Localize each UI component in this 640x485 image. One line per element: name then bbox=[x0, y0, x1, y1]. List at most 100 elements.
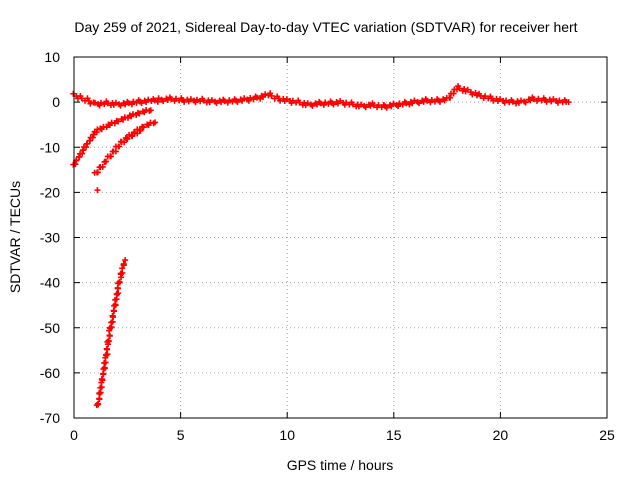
data-points bbox=[70, 83, 572, 409]
data-point bbox=[437, 98, 444, 105]
x-tick-labels: 0 5 10 15 20 25 bbox=[70, 427, 615, 443]
data-point bbox=[309, 102, 316, 109]
data-point bbox=[91, 99, 98, 106]
data-point bbox=[390, 100, 397, 107]
data-point bbox=[138, 100, 145, 107]
y-axis-label: SDTVAR / TECUs bbox=[7, 181, 23, 293]
y-tick-label: -50 bbox=[40, 320, 60, 336]
data-point bbox=[268, 92, 275, 99]
data-point bbox=[396, 100, 403, 107]
data-point bbox=[497, 96, 504, 103]
data-point bbox=[98, 99, 105, 106]
data-point bbox=[147, 107, 154, 114]
data-point bbox=[503, 97, 510, 104]
series-3 bbox=[94, 187, 101, 194]
data-point bbox=[226, 97, 233, 104]
x-tick-label: 15 bbox=[386, 427, 402, 443]
data-point bbox=[464, 86, 471, 93]
y-tick-labels: -70 -60 -50 -40 -30 -20 -10 0 10 bbox=[40, 49, 60, 426]
data-point bbox=[115, 118, 122, 125]
data-point bbox=[151, 97, 158, 104]
data-point bbox=[518, 97, 525, 104]
data-point bbox=[99, 163, 106, 170]
data-point bbox=[94, 187, 101, 194]
data-point bbox=[103, 345, 110, 352]
data-point bbox=[428, 96, 435, 103]
data-point bbox=[117, 102, 124, 109]
x-tick-label: 25 bbox=[599, 427, 615, 443]
data-point bbox=[317, 100, 324, 107]
y-tick-label: -70 bbox=[40, 410, 60, 426]
data-point bbox=[119, 265, 126, 272]
x-tick-label: 20 bbox=[493, 427, 509, 443]
y-tick-label: -60 bbox=[40, 365, 60, 381]
data-point bbox=[565, 99, 572, 106]
data-point bbox=[375, 102, 382, 109]
data-point bbox=[121, 139, 128, 146]
data-point bbox=[160, 98, 167, 105]
data-point bbox=[112, 99, 119, 106]
data-point bbox=[343, 99, 350, 106]
data-point bbox=[136, 110, 143, 117]
data-point bbox=[289, 97, 296, 104]
data-point bbox=[122, 257, 129, 264]
data-point bbox=[125, 100, 132, 107]
data-point bbox=[383, 104, 390, 111]
data-point bbox=[120, 260, 127, 267]
data-point bbox=[94, 400, 101, 407]
data-point bbox=[411, 97, 418, 104]
data-point bbox=[283, 96, 290, 103]
data-point bbox=[322, 99, 329, 106]
y-tick-label: 10 bbox=[44, 49, 60, 65]
data-point bbox=[535, 95, 542, 102]
data-point bbox=[187, 96, 194, 103]
data-point bbox=[447, 94, 454, 101]
data-point bbox=[550, 96, 557, 103]
data-point bbox=[172, 95, 179, 102]
data-point bbox=[450, 90, 457, 97]
data-point bbox=[70, 90, 77, 97]
data-point bbox=[107, 153, 114, 160]
data-point bbox=[102, 158, 109, 165]
y-tick-label: -40 bbox=[40, 275, 60, 291]
data-point bbox=[98, 375, 105, 382]
series-2 bbox=[91, 119, 159, 176]
data-point bbox=[129, 111, 136, 118]
data-point bbox=[556, 97, 563, 104]
data-point bbox=[208, 97, 215, 104]
data-point bbox=[527, 97, 534, 104]
axis-ticks bbox=[73, 56, 608, 419]
data-point bbox=[469, 91, 476, 98]
data-point bbox=[78, 95, 85, 102]
data-point bbox=[87, 100, 94, 107]
data-point bbox=[403, 100, 410, 107]
data-point bbox=[84, 140, 91, 147]
series-0 bbox=[70, 83, 572, 111]
data-point bbox=[152, 119, 159, 126]
data-point bbox=[129, 133, 136, 140]
data-point bbox=[221, 98, 228, 105]
y-tick-label: 0 bbox=[52, 94, 60, 110]
data-point bbox=[358, 101, 365, 108]
data-point bbox=[247, 94, 254, 101]
data-point bbox=[130, 98, 137, 105]
data-point bbox=[482, 93, 489, 100]
data-point bbox=[94, 169, 101, 176]
data-point bbox=[193, 96, 200, 103]
data-point bbox=[137, 127, 144, 134]
data-point bbox=[105, 337, 112, 344]
data-point bbox=[116, 143, 123, 150]
data-point bbox=[330, 101, 337, 108]
x-tick-label: 0 bbox=[70, 427, 78, 443]
x-tick-label: 5 bbox=[177, 427, 185, 443]
data-point bbox=[213, 100, 220, 107]
x-tick-label: 10 bbox=[279, 427, 295, 443]
chart-title: Day 259 of 2021, Sidereal Day-to-day VTE… bbox=[74, 19, 577, 35]
data-point bbox=[337, 97, 344, 104]
y-tick-label: -30 bbox=[40, 230, 60, 246]
data-point bbox=[416, 100, 423, 107]
y-tick-label: -20 bbox=[40, 184, 60, 200]
